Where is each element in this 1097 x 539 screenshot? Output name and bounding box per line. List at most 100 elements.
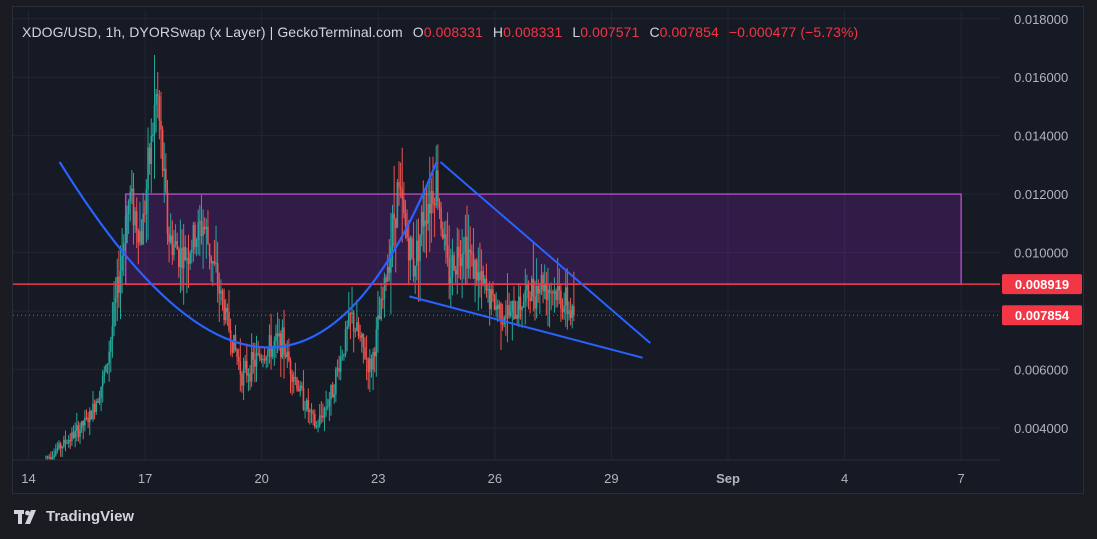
- candle-body: [257, 353, 259, 355]
- candle-body: [315, 425, 318, 427]
- candle-body: [236, 349, 238, 358]
- candle-body: [529, 298, 531, 301]
- candle-body: [93, 403, 96, 412]
- candle-body: [215, 263, 217, 265]
- y-tick-label: 0.016000: [1014, 70, 1068, 85]
- candle-body: [451, 255, 454, 278]
- candle-body: [108, 351, 110, 364]
- candle-body: [87, 417, 89, 423]
- candle-body: [106, 363, 109, 366]
- candle-body: [471, 251, 473, 255]
- candle-body: [545, 284, 548, 300]
- candle-body: [134, 211, 136, 226]
- candle-body: [338, 367, 340, 372]
- wedge-upper-trendline: [439, 161, 651, 344]
- tradingview-logo[interactable]: TradingView: [14, 508, 134, 525]
- candle-body: [469, 249, 472, 252]
- candle-body: [147, 147, 149, 190]
- candle-body: [535, 286, 538, 309]
- candle-body: [194, 224, 196, 248]
- candle-body: [370, 358, 373, 370]
- candle-body: [186, 258, 188, 260]
- candle-body: [145, 189, 148, 214]
- candle-body: [114, 297, 117, 303]
- candle-body: [286, 351, 289, 357]
- candle-body: [459, 257, 462, 267]
- candle-body: [109, 339, 112, 352]
- candle-body: [365, 358, 368, 360]
- candle-body: [382, 298, 384, 300]
- candle-body: [404, 213, 407, 226]
- candle-body: [373, 351, 376, 357]
- candle-body: [558, 286, 561, 291]
- candle-body: [190, 249, 193, 253]
- candle-body: [50, 456, 52, 460]
- candle-body: [281, 327, 284, 358]
- candle-body: [386, 266, 389, 282]
- candle-body: [84, 417, 86, 426]
- candle-body: [343, 354, 345, 356]
- y-tick-label: 0.010000: [1014, 246, 1068, 261]
- x-tick-label: 23: [371, 471, 385, 486]
- candle-body: [317, 425, 319, 427]
- candle-body: [176, 241, 178, 250]
- low-label: L: [572, 24, 581, 40]
- candle-body: [433, 204, 436, 206]
- candle-body: [516, 314, 518, 319]
- candle-body: [124, 242, 127, 244]
- candle-body: [242, 368, 245, 386]
- candle-body: [216, 263, 219, 287]
- candle-body: [79, 429, 81, 437]
- candle-body: [174, 241, 177, 245]
- x-tick-label: 26: [488, 471, 502, 486]
- candle-body: [260, 358, 263, 361]
- candle-body: [126, 214, 128, 243]
- candle-body: [211, 261, 214, 264]
- candle-body: [403, 199, 405, 214]
- candle-body: [349, 313, 352, 315]
- candle-body: [279, 333, 282, 358]
- candle-body: [354, 331, 357, 333]
- candle-body: [432, 190, 434, 205]
- candle-body: [364, 347, 366, 359]
- candle-body: [325, 407, 327, 409]
- candle-body: [152, 134, 154, 137]
- candle-body: [458, 246, 460, 258]
- x-tick-label: 14: [21, 471, 35, 486]
- candle-body: [513, 300, 515, 319]
- candle-body: [262, 359, 264, 361]
- candle-body: [302, 388, 305, 410]
- chart-frame[interactable]: [12, 6, 1084, 494]
- candle-body: [427, 203, 429, 224]
- change-value: −0.000477 (−5.73%): [728, 24, 859, 40]
- candle-body: [422, 211, 425, 227]
- candle-body: [328, 399, 331, 407]
- candle-body: [166, 191, 169, 234]
- candle-body: [304, 409, 306, 411]
- candle-body: [153, 104, 156, 135]
- candle-body: [378, 315, 381, 320]
- candle-body: [199, 221, 201, 223]
- candle-body: [127, 201, 130, 215]
- candle-body: [498, 303, 501, 310]
- candle-body: [438, 201, 441, 208]
- candle-body: [372, 351, 374, 370]
- candle-body: [88, 410, 91, 423]
- candle-body: [508, 305, 510, 317]
- candle-body: [226, 307, 229, 313]
- candle-body: [313, 413, 316, 427]
- candle-body: [474, 260, 476, 279]
- candle-body: [518, 296, 520, 319]
- candle-body: [192, 224, 195, 250]
- close-value: 0.007854: [659, 24, 719, 40]
- candle-body: [383, 277, 386, 299]
- x-tick-label: Sep: [716, 471, 740, 486]
- candle-body: [224, 307, 227, 321]
- candle-body: [54, 450, 57, 456]
- symbol-header: XDOG/USD, 1h, DYORSwap (x Layer) | Gecko…: [22, 24, 858, 40]
- candle-body: [271, 346, 274, 358]
- candle-body: [534, 296, 536, 309]
- candle-body: [399, 186, 402, 190]
- candle-body: [543, 284, 546, 292]
